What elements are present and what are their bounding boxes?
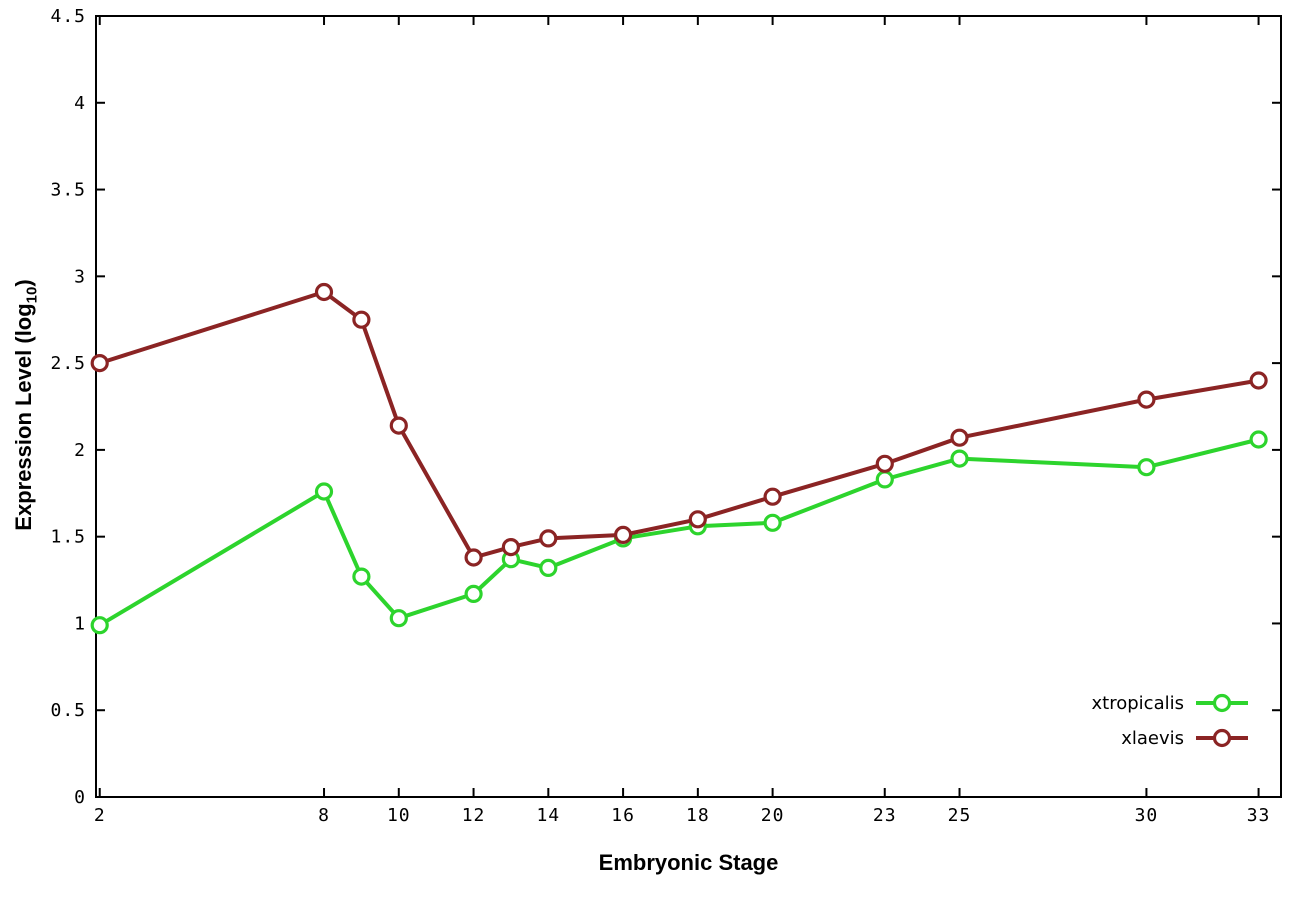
marker-xtropicalis	[875, 470, 894, 489]
marker-xtropicalis	[763, 513, 782, 532]
y-axis-title-close: )	[11, 279, 36, 287]
x-tick-label: 18	[686, 805, 710, 826]
marker-xtropicalis	[539, 558, 558, 578]
marker-xlaevis	[539, 529, 558, 548]
marker-xtropicalis	[352, 567, 371, 586]
y-tick-label: 1.5	[50, 527, 86, 548]
x-tick-label: 16	[611, 805, 635, 826]
legend-marker-xlaevis	[1212, 728, 1232, 748]
marker-xtropicalis	[1249, 430, 1268, 449]
marker-xlaevis	[613, 525, 633, 545]
y-tick-label: 3	[74, 266, 86, 287]
series-line-xlaevis	[97, 290, 1261, 560]
y-tick-label: 1	[74, 613, 86, 634]
legend-marker-xtropicalis	[1212, 693, 1232, 713]
marker-xtropicalis	[464, 584, 483, 604]
x-tick-label: 20	[761, 805, 785, 826]
marker-xlaevis	[90, 354, 109, 373]
marker-xtropicalis	[90, 616, 109, 635]
x-axis-title: Embryonic Stage	[598, 850, 779, 875]
x-tick-label: 23	[873, 805, 897, 826]
legend-label-xlaevis: xlaevis	[1121, 728, 1184, 749]
x-tick-label: 30	[1135, 805, 1159, 826]
x-tick-label: 2	[94, 805, 106, 826]
marker-xlaevis	[389, 416, 408, 435]
y-tick-label: 0.5	[50, 700, 86, 721]
marker-xtropicalis	[1137, 458, 1156, 477]
marker-xlaevis	[464, 548, 483, 567]
y-axis-title: Expression Level (log10)	[11, 5, 41, 805]
marker-xlaevis	[950, 428, 969, 447]
marker-xlaevis	[1249, 371, 1268, 390]
marker-xlaevis	[314, 282, 334, 302]
marker-xtropicalis	[950, 449, 969, 468]
marker-xlaevis	[875, 454, 894, 473]
y-tick-label: 3.5	[50, 180, 86, 201]
plot-border	[95, 15, 1282, 798]
marker-xlaevis	[763, 487, 782, 506]
marker-xlaevis	[1137, 390, 1156, 409]
marker-xtropicalis	[314, 482, 334, 501]
x-tick-label: 10	[387, 805, 411, 826]
y-axis-title-sub: 10	[23, 286, 41, 304]
marker-xlaevis	[352, 310, 371, 329]
y-axis-title-main: Expression Level (log	[11, 303, 36, 531]
y-tick-label: 2	[74, 440, 86, 461]
marker-xtropicalis	[389, 609, 408, 628]
marker-xlaevis	[688, 510, 707, 529]
x-tick-label: 12	[462, 805, 486, 826]
series-line-xtropicalis	[97, 437, 1261, 628]
x-tick-label: 14	[536, 805, 560, 826]
y-tick-label: 2.5	[50, 353, 86, 374]
y-tick-label: 0	[74, 787, 86, 808]
y-tick-label: 4	[74, 93, 86, 114]
x-tick-label: 25	[948, 805, 972, 826]
legend-label-xtropicalis: xtropicalis	[1092, 693, 1184, 714]
y-tick-label: 4.5	[50, 6, 86, 27]
x-tick-label: 8	[318, 805, 330, 826]
x-tick-label: 33	[1247, 805, 1271, 826]
marker-xlaevis	[501, 537, 520, 557]
